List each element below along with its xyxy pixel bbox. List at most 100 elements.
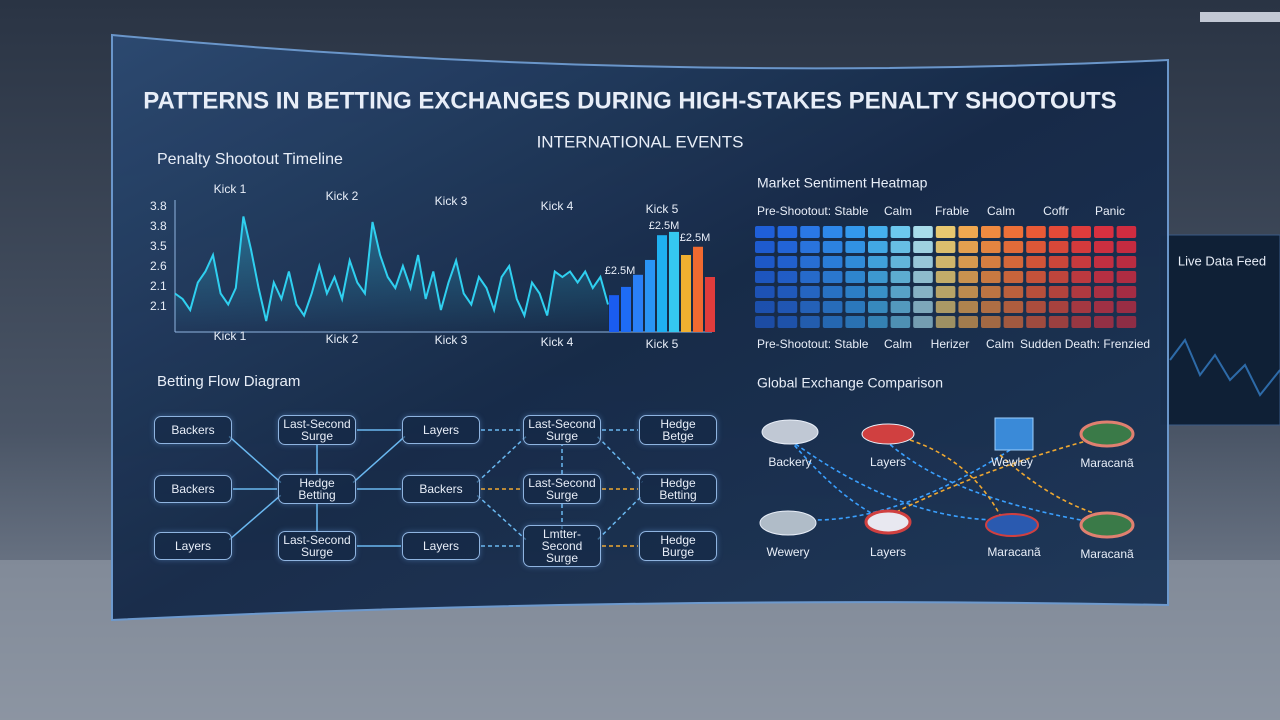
venue-label: Wewley [991,455,1033,469]
venue-icons [759,417,1135,539]
heatmap-cell [845,226,865,238]
heatmap-cell [868,286,888,298]
y-tick-label: 3.8 [150,199,167,213]
heatmap-label: Panic [1095,204,1125,218]
bar-annotation: £2.5M [680,232,711,244]
heatmap-cell [935,271,956,283]
heatmap-cell [1094,301,1114,313]
heatmap-cell [822,271,843,283]
heatmap-label: Calm [986,337,1014,351]
heatmap-cell [1026,226,1046,238]
flow-arrow [352,435,406,484]
heatmap-cell [800,286,820,298]
heatmap-cell [935,301,956,313]
heatmap-cell [1026,316,1046,328]
heatmap-cell [868,226,888,238]
heatmap-cell [777,271,798,283]
heatmap-cell [822,226,843,238]
heatmap-cell [958,226,978,238]
heatmap-cell [822,316,843,328]
heatmap-cell [958,256,978,268]
heatmap-cell [800,316,820,328]
heatmap-label: Frable [935,204,969,218]
panel-title: Betting Flow Diagram [157,373,300,390]
bar [669,231,679,332]
kick-label: Kick 1 [214,182,247,196]
exchange-link [999,454,1101,516]
heatmap-cell [890,286,911,298]
heatmap-cell [1048,226,1069,238]
heatmap-cell [1026,301,1046,313]
flow-arrow [597,436,643,483]
heatmap-cell [777,241,798,253]
heatmap-cell [935,286,956,298]
heatmap-cell [755,241,775,253]
heatmap-cell [890,226,911,238]
heatmap-cell [981,256,1001,268]
heatmap-cell [981,301,1001,313]
heatmap-cell [1003,226,1024,238]
ceiling-light [1200,12,1280,22]
venue-icon [861,423,915,445]
heatmap-cell [913,226,933,238]
heatmap-cell [868,241,888,253]
heatmap-cell [868,316,888,328]
bar [621,286,631,332]
heatmap-cell [890,271,911,283]
panel-title: Penalty Shootout Timeline [157,151,343,168]
bar [645,259,655,332]
heatmap-cell [755,256,775,268]
heatmap-cell [755,301,775,313]
y-tick-label: 2.1 [150,299,167,313]
heatmap-cell [777,286,798,298]
heatmap-cell [1026,241,1046,253]
kick-label: Kick 3 [435,333,468,347]
heatmap-cell [913,271,933,283]
heatmap-cell [1003,256,1024,268]
y-tick-label: 2.1 [150,279,167,293]
venue-label: Layers [870,545,906,559]
side-panel-line [1169,338,1280,397]
heatmap-cell [1116,271,1137,283]
heatmap-cell [981,316,1001,328]
heatmap-cell [868,301,888,313]
heatmap-cell [868,271,888,283]
flow-node: Layers [402,416,480,444]
heatmap-cell [935,226,956,238]
heatmap-cell [800,226,820,238]
heatmap-cell [755,286,775,298]
venue-label: Wewery [766,545,809,559]
bar [693,246,703,332]
venue-icon [761,419,819,445]
venue-icon [994,417,1034,451]
flow-node: Last-Second Surge [278,531,356,561]
heatmap-cell [958,241,978,253]
heatmap-label: Pre-Shootout: Stable [757,337,869,351]
heatmap-cell [1094,316,1114,328]
heatmap-cell [981,226,1001,238]
bar [681,255,691,332]
exchange-link [884,439,1111,526]
flow-node: Last-Second Surge [523,415,601,445]
heatmap-cell [868,256,888,268]
flow-node: Layers [402,532,480,560]
page-title: PATTERNS IN BETTING EXCHANGES DURING HIG… [143,87,1116,114]
heatmap-cell [913,256,933,268]
heatmap-cell [777,316,798,328]
kick-label: Kick 4 [541,199,574,213]
heatmap-cell [1116,301,1137,313]
flow-node: Backers [402,475,480,503]
heatmap-cell [1048,256,1069,268]
heatmap-cell [822,241,843,253]
kick-label: Kick 4 [541,335,574,349]
heatmap-cell [1003,286,1024,298]
kick-label: Kick 3 [435,194,468,208]
heatmap-cell [1071,286,1091,298]
flow-node: Last-Second Surge [523,474,601,504]
heatmap-cell [1116,286,1137,298]
heatmap-cell [1071,316,1091,328]
heatmap-cell [1094,271,1114,283]
heatmap-cell [1094,226,1114,238]
heatmap-label: Calm [987,204,1015,218]
